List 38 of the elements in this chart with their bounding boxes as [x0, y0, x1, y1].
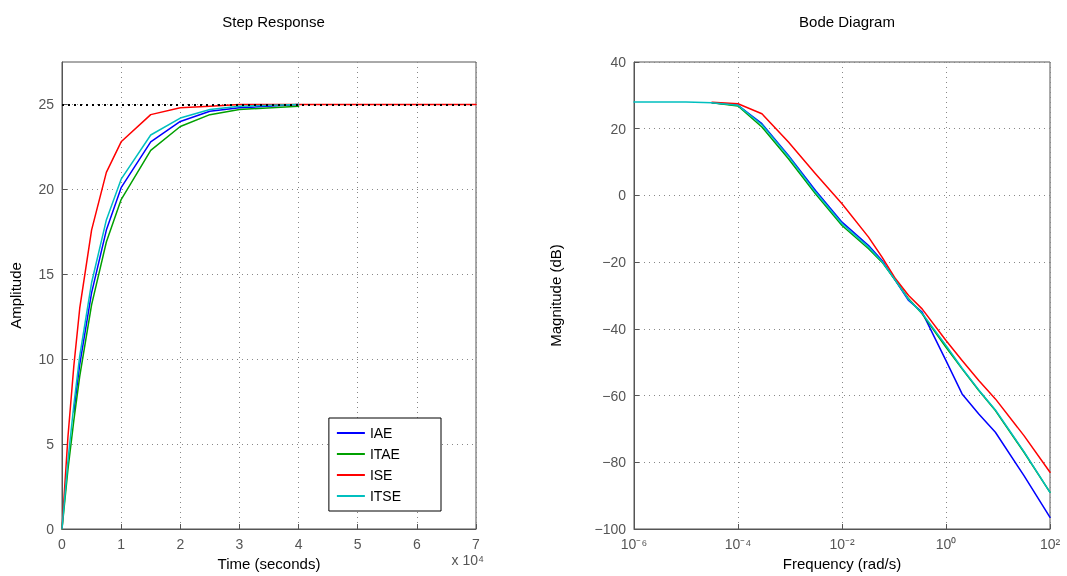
- x-axis-title: Time (seconds): [217, 554, 321, 572]
- x-tick-label: 4: [294, 536, 303, 552]
- x-tick-label: 1: [117, 536, 126, 552]
- y-axis-title: Amplitude: [7, 262, 24, 329]
- legend-label: IAE: [369, 425, 393, 441]
- x-tick-label: 6: [412, 536, 421, 552]
- y-tick-label: 20: [610, 120, 627, 137]
- y-tick-label: 20: [38, 181, 55, 198]
- y-tick-label: 0: [618, 187, 627, 204]
- x-tick-label: 10²: [1039, 536, 1061, 552]
- x-tick-label: 10⁻⁶: [620, 536, 648, 552]
- legend-label: ITSE: [369, 488, 402, 504]
- y-tick-label: −20: [602, 254, 627, 271]
- chart-title: Bode Diagram: [799, 13, 895, 30]
- y-tick-label: 40: [610, 54, 627, 70]
- x-tick-label: 7: [472, 536, 481, 552]
- x-tick-label: 10⁻²: [829, 536, 855, 552]
- y-tick-label: −60: [602, 387, 627, 404]
- legend-label: ISE: [369, 467, 393, 483]
- x-tick-label: 2: [176, 536, 185, 552]
- x-tick-label: 0: [58, 536, 67, 552]
- legend-label: ITAE: [369, 446, 400, 462]
- y-tick-label: −40: [602, 320, 627, 337]
- y-tick-label: 0: [46, 521, 55, 537]
- x-axis-title: Frequency (rad/s): [782, 554, 902, 572]
- y-tick-label: 15: [38, 266, 55, 283]
- x-tick-label: 10⁻⁴: [724, 536, 752, 552]
- y-tick-label: −80: [602, 454, 627, 471]
- x-tick-label: 10⁰: [935, 536, 957, 552]
- x-tick-label: 5: [353, 536, 362, 552]
- chart-title: Step Response: [222, 13, 325, 30]
- y-tick-label: 25: [38, 96, 55, 113]
- x-tick-label: 3: [235, 536, 244, 552]
- y-axis-title: Magnitude (dB): [547, 244, 564, 347]
- y-tick-label: 10: [38, 351, 55, 368]
- y-tick-label: −100: [594, 521, 627, 537]
- text: x 10⁴: [451, 552, 485, 568]
- y-tick-label: 5: [46, 436, 55, 453]
